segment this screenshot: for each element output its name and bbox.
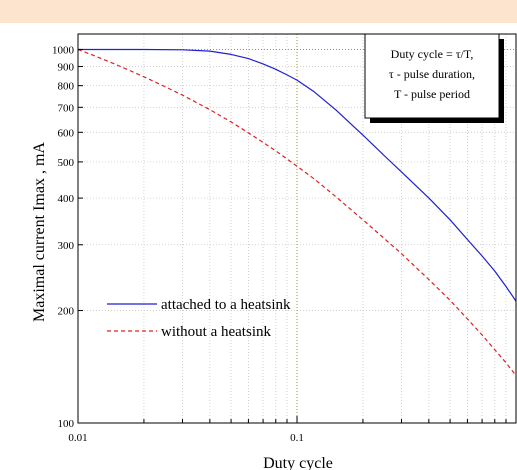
series-line-0 (78, 48, 517, 302)
y-tick-label: 100 (58, 418, 75, 430)
annotation-line-2: τ - pulse duration, (389, 67, 475, 81)
y-tick-label: 700 (58, 102, 75, 114)
x-tick-label: 0.1 (290, 432, 304, 444)
annotation-line-1: Duty cycle = τ/T, (391, 47, 474, 61)
y-tick-label: 400 (58, 193, 75, 205)
annotation-background (364, 33, 500, 119)
y-tick-label: 500 (58, 157, 75, 169)
y-tick-label: 800 (58, 81, 75, 93)
y-tick-label: 600 (58, 127, 75, 139)
y-tick-label: 300 (58, 240, 75, 252)
annotation-line-3: T - pulse period (394, 87, 470, 101)
legend: attached to a heatsink without a heatsin… (107, 297, 291, 340)
legend-label-heatsink: attached to a heatsink (161, 297, 291, 313)
x-axis-title: Duty cycle (263, 455, 333, 470)
y-tick-label: 900 (58, 62, 75, 74)
top-band (0, 0, 517, 23)
y-axis-title: Maximal current Imax , mA (31, 142, 48, 322)
annotation-box: Duty cycle = τ/T, τ - pulse duration, T … (364, 33, 504, 123)
y-tick-label: 200 (58, 306, 75, 318)
series-layer (77, 48, 517, 376)
legend-label-no-heatsink: without a heatsink (161, 324, 271, 340)
tick-layer: 100 200 300 400 500 600 700 800 900 1000 0.01 0.1 (52, 44, 507, 444)
y-tick-label: 1000 (52, 44, 75, 56)
x-tick-label: 0.01 (68, 432, 87, 444)
series-line-1 (77, 48, 517, 376)
